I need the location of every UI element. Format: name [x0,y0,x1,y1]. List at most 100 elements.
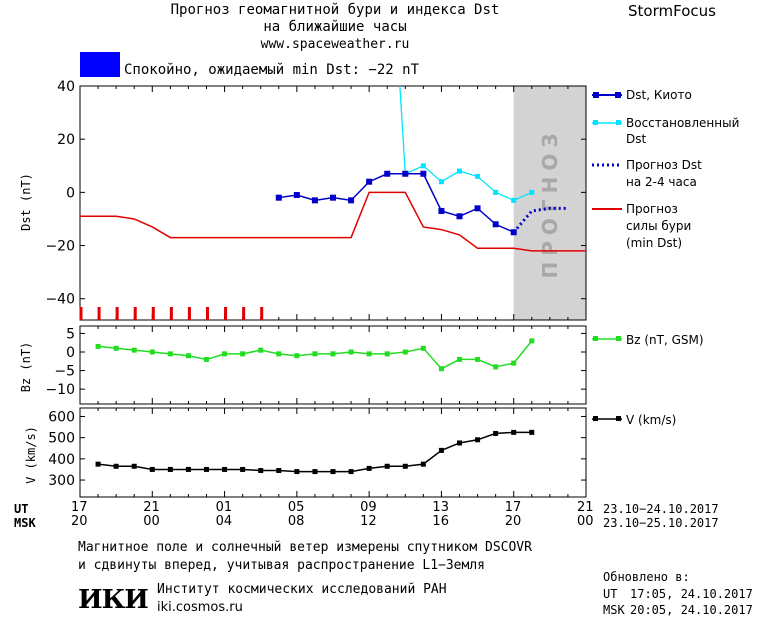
ut-tick-label: 17 [504,500,522,515]
legend-bz-marker [593,336,598,341]
kyoto-dst-point [348,197,355,204]
legend-bz: Bz (nT, GSM) [626,333,704,347]
status-swatch [80,52,120,77]
legend-storm-1: Прогноз [626,202,678,216]
v-point [438,447,444,453]
storm-marker [242,307,246,320]
msk-tick-label: 16 [432,514,449,529]
bz-ytick-label: −5 [54,364,75,380]
v-ytick-label: 400 [48,452,75,468]
v-point [95,461,101,467]
bz-plot-frame [79,325,587,405]
storm-marker [169,307,173,320]
storm-marker [151,307,155,320]
kyoto-dst-point [311,197,318,204]
msk-tick-label: 20 [71,514,88,529]
bz-point [511,360,517,366]
ut-tick-label: 17 [71,500,88,515]
ut-tick-label: 21 [143,500,160,515]
restored-dst-point [529,189,535,195]
bz-point [131,347,137,353]
bz-ytick-label: 5 [66,326,75,342]
v-point [240,466,246,472]
restored-dst-point [493,189,499,195]
institute-site[interactable]: iki.cosmos.ru [157,600,243,615]
restored-dst-point [438,179,444,185]
msk-tick-label: 20 [504,514,522,529]
legend-storm-3: (min Dst) [626,236,683,250]
bz-point [493,364,499,370]
restored-dst-point [475,173,481,179]
legend-restored-marker [593,120,598,125]
restored-dst-line [405,165,533,202]
kyoto-dst-point [474,205,481,212]
bz-point [222,351,228,357]
storm-marker [187,307,191,320]
bz-ylabel: Bz (nT) [19,341,33,393]
legend-v-marker [616,416,621,421]
bz-point [384,351,390,357]
bz-point [457,356,462,362]
bz-point [312,351,318,357]
v-point [384,463,390,469]
v-point [258,468,264,474]
ut-tick-label: 13 [432,500,449,515]
dst-panel: ПРОГНОЗ 40 20 0 −20 −40 [45,79,587,321]
institute-name: Институт космических исследований РАН [157,582,447,597]
kyoto-dst-point [420,170,427,177]
bz-panel: 5 0 −5 −10 [45,325,587,405]
kyoto-dst-point [384,170,391,177]
kyoto-dst-point [456,213,463,220]
dst-ytick-label: 20 [57,132,75,148]
msk-label: MSK [14,516,36,530]
kyoto-dst-point [438,207,445,214]
v-point [475,437,481,443]
kyoto-dst-point [293,192,300,199]
header-url[interactable]: www.spaceweather.ru [260,37,410,52]
ut-label: UT [14,502,29,516]
legend-restored-marker [616,120,621,125]
kyoto-dst-point [330,194,336,201]
updated-ut-label: UT [603,587,618,601]
v-ytick-label: 600 [48,409,75,425]
updated-label: Обновлено в: [603,570,690,584]
title-line-1: Прогноз геомагнитной бури и индекса Dst [170,2,500,18]
bz-point [475,356,481,362]
dst-ytick-label: −20 [45,239,75,255]
bz-point [149,349,155,355]
restored-dst-point [420,163,426,169]
v-point [204,466,209,472]
title-line-2: на ближайшие часы [263,19,407,35]
dst-ytick-label: 40 [57,79,75,95]
updated-msk: 20:05, 24.10.2017 [630,603,753,617]
bz-point [276,351,282,357]
kyoto-dst-point [366,178,373,185]
bz-point [95,343,101,349]
v-point [457,440,462,446]
legend-storm-2: силы бури [626,219,692,233]
storm-forecast-line [80,191,586,252]
bz-point [438,366,444,372]
storm-marker [115,307,119,320]
v-point [276,468,282,474]
legend-dst-marker [615,92,621,98]
forecast-band-label: ПРОГНОЗ [538,127,562,278]
v-point [366,465,372,471]
storm-marker [206,307,209,320]
storm-marker [79,307,83,320]
v-point [348,469,354,475]
v-point [222,466,228,472]
v-point [312,469,318,475]
ut-range: 23.10−24.10.2017 [603,502,719,516]
legend-forecast-1: Прогноз Dst [626,158,702,172]
v-point [149,466,155,472]
bz-point [258,347,264,353]
ut-tick-label: 01 [215,500,233,515]
dst-legend-symbols [592,92,622,210]
v-point [131,463,137,469]
v-ytick-label: 300 [48,473,75,489]
brand-label: StormFocus [628,2,716,20]
msk-tick-label: 08 [287,514,305,529]
kyoto-dst-point [492,221,499,228]
msk-tick-label: 04 [215,514,233,529]
